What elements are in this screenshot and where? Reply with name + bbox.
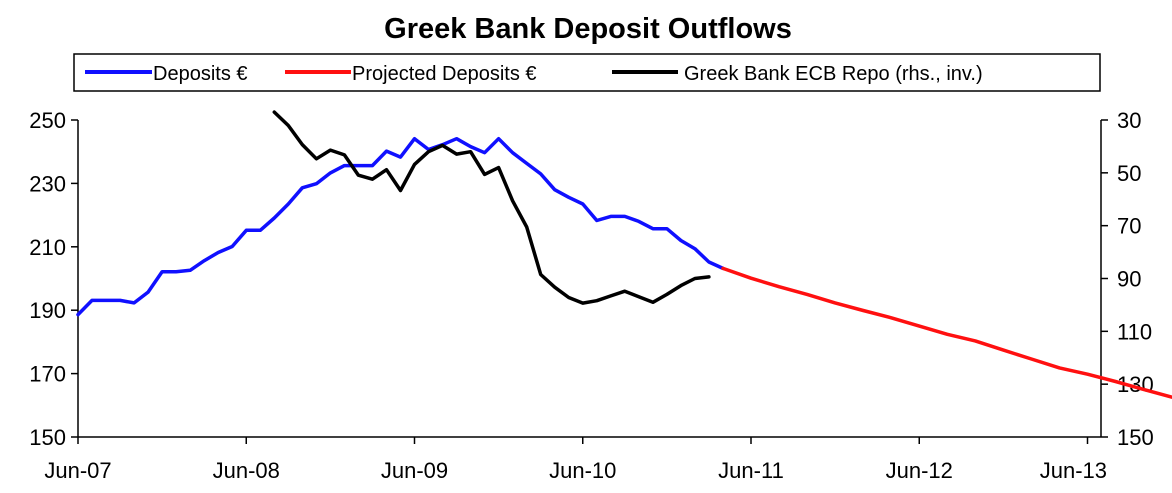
right-tick-label: 90: [1117, 267, 1141, 292]
x-tick-label: Jun-07: [44, 458, 111, 483]
legend-box: [73, 53, 1101, 92]
x-axis-ticks: Jun-07 Jun-08 Jun-09 Jun-10 Jun-11 Jun-12 Jun-…: [44, 437, 1107, 483]
left-tick-label: 230: [29, 171, 66, 196]
left-tick-label: 170: [29, 362, 66, 387]
left-tick-label: 250: [29, 108, 66, 133]
left-tick-label: 210: [29, 235, 66, 260]
legend-label-deposits: Deposits €: [153, 63, 248, 85]
legend-label-ecb-repo: Greek Bank ECB Repo (rhs., inv.): [684, 63, 983, 85]
left-tick-label: 150: [29, 425, 66, 450]
legend: Deposits € Projected Deposits € Greek Ba…: [73, 53, 1101, 92]
x-tick-label: Jun-13: [1040, 458, 1107, 483]
left-axis-ticks: 150 170 190 210 230 250: [29, 108, 78, 450]
series-line-deposits: [76, 136, 725, 317]
x-tick-label: Jun-09: [381, 458, 448, 483]
series-line-ecb-repo: [272, 110, 711, 305]
x-tick-label: Jun-10: [549, 458, 616, 483]
right-tick-label: 70: [1117, 214, 1141, 239]
left-tick-label: 190: [29, 298, 66, 323]
right-tick-label: 110: [1117, 319, 1152, 344]
series-layer: [76, 110, 1172, 399]
right-tick-label: 50: [1117, 161, 1141, 186]
chart-title: Greek Bank Deposit Outflows: [384, 13, 792, 45]
right-tick-label: 150: [1117, 425, 1154, 450]
axes: [77, 120, 1102, 438]
right-tick-label: 30: [1117, 108, 1141, 133]
legend-label-projected-deposits: Projected Deposits €: [352, 63, 537, 85]
x-tick-label: Jun-08: [213, 458, 280, 483]
x-tick-label: Jun-12: [886, 458, 953, 483]
series-line-projected-deposits: [721, 266, 1172, 399]
x-tick-label: Jun-11: [718, 458, 784, 483]
